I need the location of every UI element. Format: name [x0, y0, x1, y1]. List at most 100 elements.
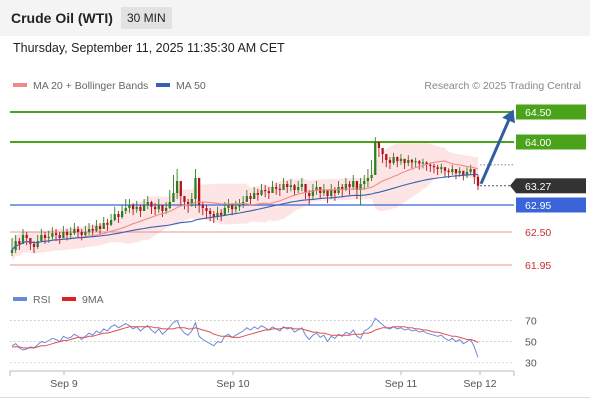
candle-body: [473, 169, 476, 177]
candle-body: [385, 154, 388, 160]
candle-body: [10, 250, 14, 253]
candle-body: [267, 191, 270, 193]
candle-body: [220, 212, 223, 216]
rsi-tick-label-70: 70: [525, 315, 537, 327]
candle-body: [341, 187, 344, 190]
ma50-line: [11, 173, 479, 251]
candle-body: [286, 184, 289, 187]
candle-body: [429, 164, 432, 166]
legend-rsi-ma: 9MA: [62, 294, 104, 306]
candle-body: [443, 167, 447, 171]
candle-body: [392, 157, 395, 163]
candle-body: [249, 196, 252, 199]
candle-body: [124, 208, 127, 211]
candle-body: [374, 142, 377, 175]
candle-body: [21, 235, 25, 244]
candle-body: [227, 205, 230, 208]
candle-body: [366, 178, 370, 181]
candle-body: [29, 238, 32, 244]
candle-body: [348, 184, 351, 187]
candle-body: [275, 187, 278, 189]
candle-body: [25, 235, 28, 238]
candle-body: [436, 167, 439, 169]
candle-body: [91, 229, 94, 231]
candle-body: [465, 172, 469, 175]
candle-body: [65, 232, 69, 235]
candle-body: [469, 169, 472, 172]
candle-body: [289, 185, 293, 187]
pivot-label-box: [516, 197, 586, 213]
candle-body: [58, 235, 61, 238]
candle-body: [190, 199, 193, 205]
candle-body: [396, 157, 399, 162]
candle-body: [458, 170, 461, 174]
candle-body: [183, 196, 186, 202]
candle-body: [172, 193, 175, 202]
candle-body: [186, 202, 190, 205]
candle-body: [194, 178, 197, 199]
candle-body: [308, 193, 311, 196]
candle-body: [36, 241, 39, 247]
candle-body: [414, 161, 417, 163]
candle-body: [117, 214, 120, 217]
candle-body: [293, 185, 296, 190]
candle-body: [421, 162, 425, 164]
candle-body: [311, 190, 315, 196]
candle-body: [377, 142, 381, 148]
header-bar: [0, 0, 590, 36]
candle-body: [326, 190, 329, 196]
candle-body: [447, 170, 450, 172]
candle-body: [109, 220, 113, 225]
candle-body: [80, 232, 83, 235]
candle-body: [73, 229, 76, 234]
current-price-label-box: [516, 178, 586, 194]
timeframe-badge[interactable]: 30 MIN: [121, 7, 172, 29]
candle-body: [451, 169, 454, 172]
candle-body: [153, 206, 157, 210]
rsi-tick-label-50: 50: [525, 337, 537, 349]
candle-body: [333, 190, 337, 193]
support-1-label: 62.50: [525, 227, 551, 239]
candle-body: [407, 160, 410, 163]
candle-body: [297, 187, 300, 190]
candle-body: [212, 214, 215, 217]
candle-body: [164, 208, 168, 211]
legend-rsi-ma-swatch: [62, 297, 76, 302]
candle-body: [87, 229, 91, 232]
candle-body: [231, 205, 234, 210]
legend-ma20: MA 20 + Bollinger Bands: [13, 80, 148, 92]
candle-body: [113, 214, 116, 220]
candle-body: [179, 181, 182, 196]
candle-body: [201, 205, 204, 208]
candle-body: [32, 244, 36, 247]
legend-ma20-swatch: [13, 83, 27, 88]
candle-body: [43, 235, 47, 238]
candle-body: [131, 205, 135, 210]
candle-body: [476, 176, 480, 186]
candle-body: [403, 158, 406, 163]
candle-body: [234, 206, 237, 210]
candle-body: [363, 181, 366, 184]
candle-body: [146, 202, 149, 205]
legend-ma20-label: MA 20 + Bollinger Bands: [33, 80, 149, 92]
candle-body: [238, 205, 241, 207]
candle-body: [304, 184, 307, 193]
legend-ma50-label: MA 50: [176, 80, 206, 92]
candle-body: [106, 223, 109, 225]
candle-body: [432, 166, 436, 168]
candle-body: [282, 184, 285, 190]
candle-body: [245, 196, 248, 202]
x-tick-label-1: Sep 10: [216, 378, 249, 390]
current-price-label-notch: [510, 178, 516, 194]
candle-body: [355, 181, 359, 190]
candle-body: [399, 158, 403, 162]
candle-body: [223, 208, 226, 216]
rsi-line: [11, 317, 479, 358]
candle-body: [454, 169, 458, 174]
candle-body: [256, 193, 259, 195]
candle-body: [271, 187, 274, 193]
candle-body: [462, 170, 465, 175]
candle-body: [18, 241, 21, 244]
candle-body: [139, 206, 142, 211]
candle-body: [425, 162, 428, 165]
